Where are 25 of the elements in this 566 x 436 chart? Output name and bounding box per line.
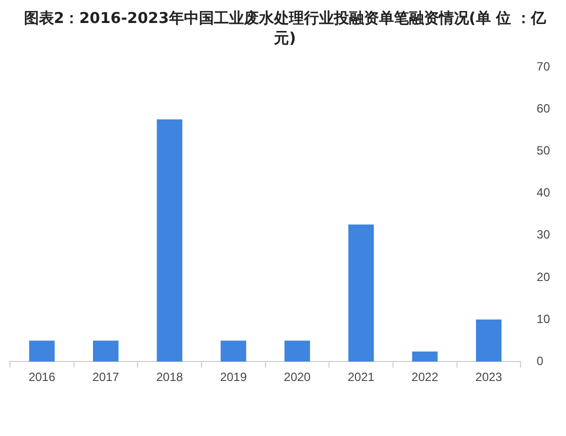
bar [29, 340, 55, 362]
y-tick-label: 50 [536, 144, 550, 158]
bar [220, 340, 246, 362]
bar [284, 340, 310, 362]
x-tick-label: 2023 [475, 370, 502, 384]
y-tick-label: 60 [536, 102, 550, 116]
y-tick-label: 10 [536, 312, 550, 326]
y-tick-label: 20 [536, 270, 550, 284]
bar [476, 320, 502, 362]
x-tick-label: 2021 [348, 370, 375, 384]
y-tick-label: 70 [536, 60, 550, 74]
bar [156, 119, 182, 362]
y-tick-label: 0 [536, 354, 544, 368]
bar [92, 340, 119, 362]
x-tick-label: 2017 [92, 370, 120, 384]
x-tick-label: 2022 [412, 370, 439, 384]
bar [412, 352, 438, 362]
x-tick-label: 2020 [284, 370, 311, 384]
bar [348, 224, 374, 362]
x-tick-label: 2019 [220, 370, 248, 384]
x-tick-label: 2018 [156, 370, 184, 384]
x-tick-label: 2016 [28, 370, 56, 384]
y-tick-label: 40 [536, 186, 550, 200]
y-tick-label: 30 [536, 228, 550, 242]
chart-title: 图表2：2016-2023年中国工业废水处理行业投融资单笔融资情况(单 位 ：亿元) [22, 8, 548, 48]
